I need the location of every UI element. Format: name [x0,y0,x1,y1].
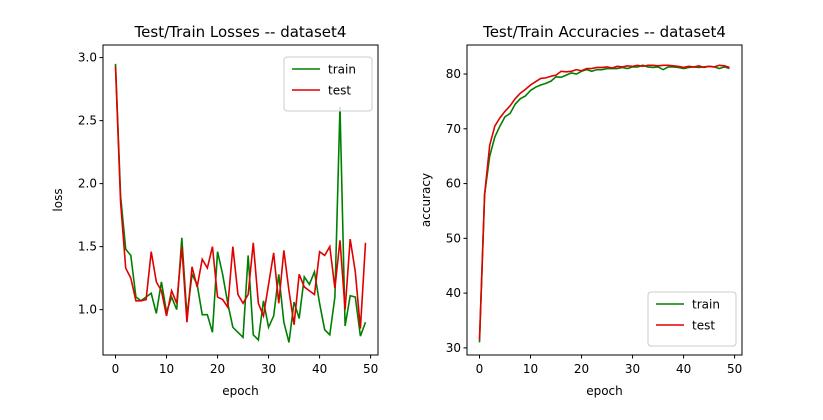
line-series [478,64,730,340]
legend-label: test [328,84,351,98]
legend-label: test [692,319,715,333]
x-tick-label: 0 [476,362,484,376]
x-tick-label: 20 [574,362,589,376]
y-tick-label: 50 [446,231,461,245]
y-tick-label: 3.0 [78,51,97,65]
y-axis-label: accuracy [419,173,433,227]
axes-frame [466,44,743,356]
y-tick-label: 40 [446,286,461,300]
chart-title: Test/Train Accuracies -- dataset4 [482,23,726,41]
y-tick-label: 70 [446,122,461,136]
y-tick-label: 30 [446,341,461,355]
chart-title: Test/Train Losses -- dataset4 [134,23,347,41]
y-tick-label: 1.5 [78,240,97,254]
x-tick-label: 50 [727,362,742,376]
y-tick-label: 1.0 [78,303,97,317]
x-tick-label: 40 [676,362,691,376]
legend-label: train [328,63,356,77]
x-tick-label: 40 [312,362,327,376]
legend-box [647,291,737,347]
y-tick-label: 80 [446,67,461,81]
y-tick-label: 2.5 [78,114,97,128]
legend-label: train [692,298,720,312]
x-tick-label: 0 [112,362,120,376]
y-tick-label: 60 [446,177,461,191]
x-tick-label: 30 [261,362,276,376]
x-axis-label: epoch [222,384,259,398]
y-tick-label: 2.0 [78,177,97,191]
line-series [114,66,367,329]
x-tick-label: 50 [363,362,378,376]
x-tick-label: 10 [523,362,538,376]
y-axis-label: loss [51,188,65,211]
x-tick-label: 30 [625,362,640,376]
line-series [114,63,367,343]
x-axis-label: epoch [586,384,623,398]
legend-box [283,56,373,112]
x-tick-label: 20 [210,362,225,376]
axes-frame [102,44,379,356]
x-tick-label: 10 [159,362,174,376]
line-series [478,64,730,343]
